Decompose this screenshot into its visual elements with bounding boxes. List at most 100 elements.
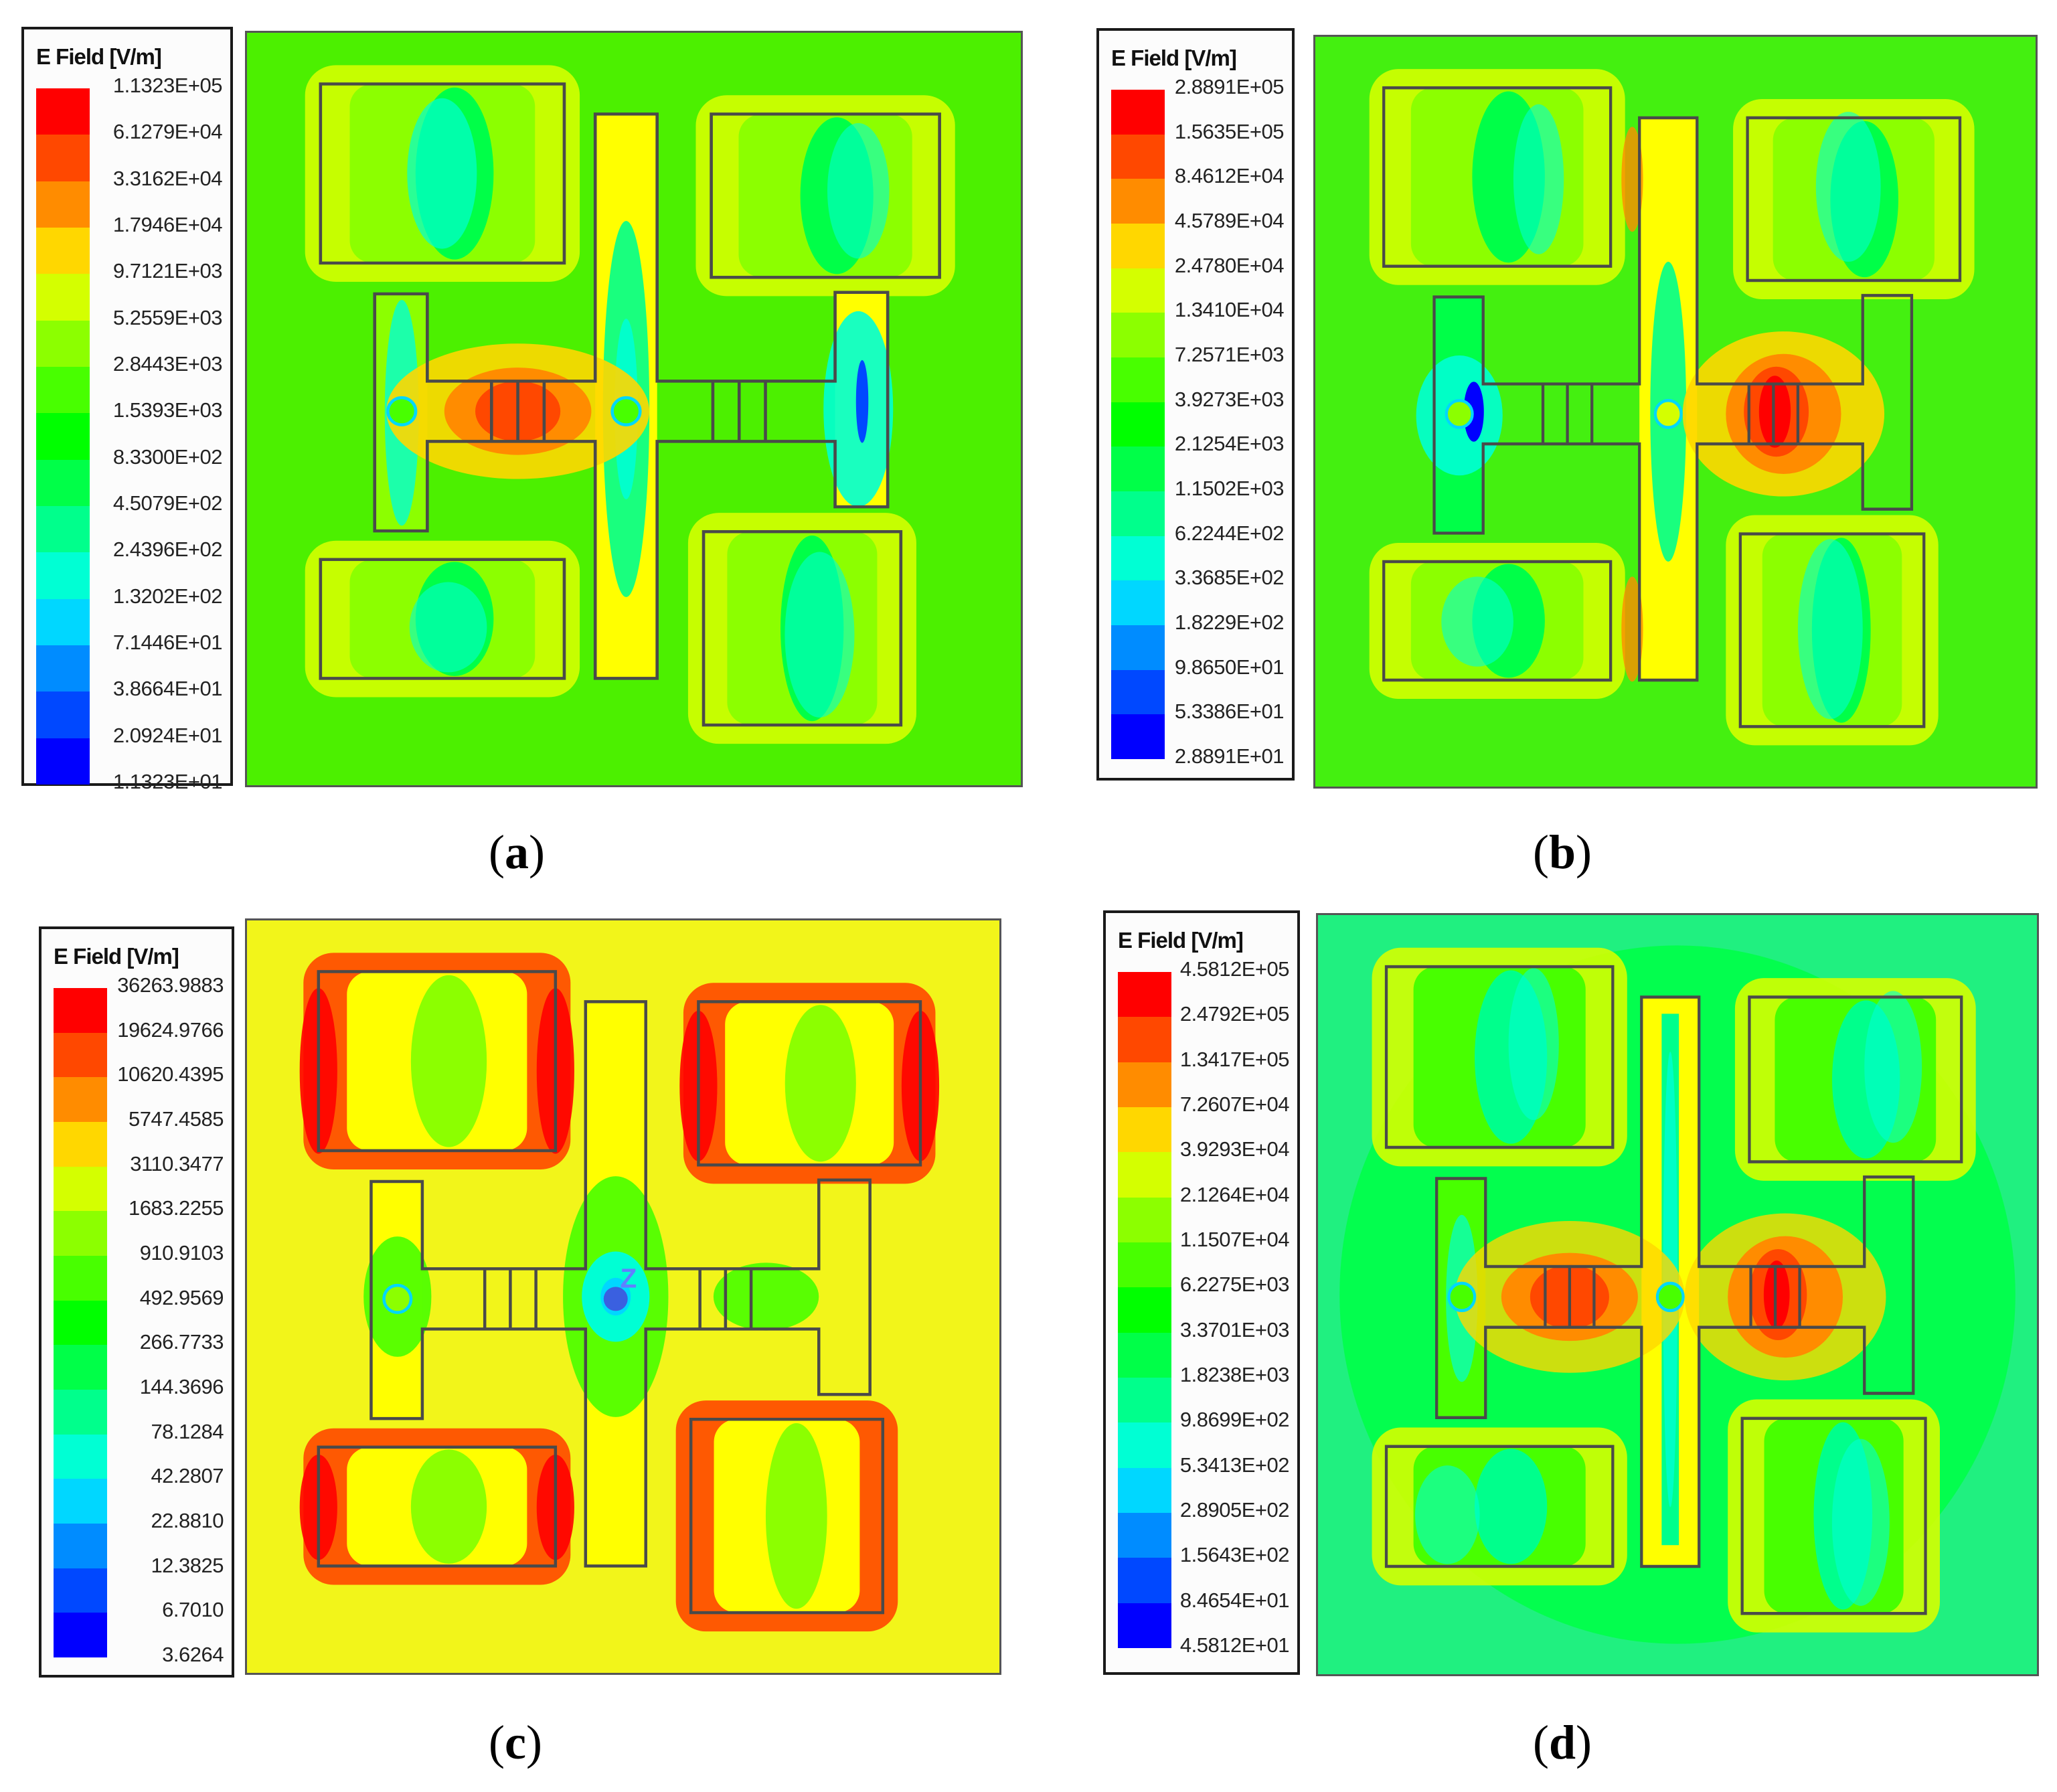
colorbar-swatch <box>1118 1512 1171 1558</box>
colorbar-swatch <box>1118 1017 1171 1062</box>
colorbar-swatch <box>1111 90 1165 135</box>
legend-tick-label: 9.8699E+02 <box>1179 1408 1290 1432</box>
legend-d: E Field [V/m] 4.5812E+05 2.4792E+05 1.3417… <box>1103 910 1300 1675</box>
colorbar-swatch <box>1111 402 1165 447</box>
legend-tick-label: 1.5635E+05 <box>1174 119 1285 143</box>
legend-tick-label: 2.8905E+02 <box>1179 1498 1290 1522</box>
colorbar-swatch <box>1111 179 1165 224</box>
colorbar-swatch <box>1111 268 1165 313</box>
legend-tick-label: 144.3696 <box>139 1375 224 1398</box>
field-plot-b <box>1313 35 2038 789</box>
legend-tick-label: 492.9569 <box>139 1285 224 1309</box>
colorbar-swatch <box>54 1255 107 1301</box>
legend-tick-label: 5.3413E+02 <box>1179 1453 1290 1477</box>
colorbar <box>54 988 107 1657</box>
colorbar-swatch <box>36 413 90 460</box>
colorbar-swatch <box>1111 669 1165 715</box>
field-plot-a <box>245 31 1023 787</box>
legend-tick-label: 5.2559E+03 <box>112 305 223 329</box>
colorbar-swatch <box>54 1479 107 1524</box>
colorbar-swatch <box>54 1166 107 1212</box>
legend-tick-label: 1683.2255 <box>128 1196 224 1220</box>
colorbar-swatch <box>1118 1422 1171 1468</box>
legend-ticks: 2.8891E+05 1.5635E+05 8.4612E+04 4.5789E+04… <box>1150 31 1285 778</box>
field-map-b <box>1315 37 2036 787</box>
field-map-a <box>247 33 1021 785</box>
antenna-outline <box>319 82 941 727</box>
legend-tick-label: 19624.9766 <box>117 1017 224 1042</box>
legend-tick-label: 1.7946E+04 <box>112 213 223 236</box>
colorbar-swatch <box>54 1523 107 1568</box>
colorbar-swatch <box>54 1389 107 1435</box>
caption-b: (b) <box>1533 825 1592 879</box>
colorbar-swatch <box>36 88 90 135</box>
colorbar-swatch <box>1118 1152 1171 1198</box>
legend-tick-label: 8.4612E+04 <box>1174 164 1285 188</box>
colorbar-swatch <box>36 181 90 228</box>
antenna-outline <box>317 970 922 1615</box>
colorbar-swatch <box>36 691 90 738</box>
legend-tick-label: 6.7010 <box>162 1598 224 1622</box>
field-map-c: Z <box>247 920 999 1673</box>
antenna-outline <box>1384 965 1963 1615</box>
colorbar-swatch <box>36 738 90 785</box>
colorbar-swatch <box>1111 580 1165 625</box>
caption-a: (a) <box>489 825 545 879</box>
legend-b: E Field [V/m] 2.8891E+05 1.5635E+05 8.4612… <box>1096 28 1295 781</box>
legend-tick-label: 3110.3477 <box>130 1151 224 1175</box>
colorbar-swatch <box>54 1077 107 1122</box>
colorbar-swatch <box>36 598 90 645</box>
legend-tick-label: 2.8891E+01 <box>1174 744 1285 768</box>
colorbar-swatch <box>1118 1107 1171 1153</box>
legend-tick-label: 8.4654E+01 <box>1179 1588 1290 1612</box>
legend-tick-label: 2.4396E+02 <box>112 538 223 562</box>
colorbar-swatch <box>36 645 90 692</box>
colorbar-swatch <box>1111 714 1165 759</box>
legend-tick-label: 2.1264E+04 <box>1179 1182 1290 1206</box>
legend-tick-label: 266.7733 <box>139 1330 224 1354</box>
legend-tick-label: 3.3701E+03 <box>1179 1317 1290 1341</box>
colorbar-swatch <box>1118 1467 1171 1513</box>
colorbar-swatch <box>54 1121 107 1167</box>
legend-tick-label: 5747.4585 <box>128 1107 224 1131</box>
colorbar-swatch <box>1111 491 1165 536</box>
colorbar-swatch <box>54 1434 107 1479</box>
colorbar-swatch <box>36 274 90 321</box>
colorbar-swatch <box>36 227 90 274</box>
legend-title: E Field [V/m] <box>1111 46 1237 70</box>
legend-tick-label: 5.3386E+01 <box>1174 700 1285 724</box>
field-map-d <box>1318 915 2037 1674</box>
colorbar-swatch <box>54 1300 107 1346</box>
colorbar-swatch <box>54 1345 107 1390</box>
colorbar-swatch <box>1111 357 1165 402</box>
colorbar-swatch <box>54 1613 107 1657</box>
legend-tick-label: 4.5812E+05 <box>1179 957 1290 981</box>
colorbar-swatch <box>1111 446 1165 491</box>
colorbar-swatch <box>36 552 90 599</box>
colorbar-swatch <box>54 1211 107 1256</box>
colorbar-swatch <box>1118 1332 1171 1378</box>
legend-tick-label: 1.1323E+05 <box>112 74 223 97</box>
colorbar-swatch <box>1118 1558 1171 1603</box>
legend-title: E Field [V/m] <box>1118 928 1244 953</box>
colorbar-swatch <box>1111 625 1165 670</box>
legend-tick-label: 6.1279E+04 <box>112 120 223 144</box>
legend-tick-label: 1.3410E+04 <box>1174 298 1285 322</box>
legend-title: E Field [V/m] <box>36 44 162 69</box>
legend-tick-label: 910.9103 <box>139 1241 224 1265</box>
field-plot-d <box>1316 913 2039 1676</box>
legend-tick-label: 1.1323E+01 <box>112 770 223 793</box>
legend-tick-label: 8.3300E+02 <box>112 444 223 469</box>
legend-c: E Field [V/m] 36263.9883 19624.9766 10620.… <box>39 926 234 1678</box>
colorbar-swatch <box>54 1032 107 1078</box>
colorbar-swatch <box>36 366 90 414</box>
legend-tick-label: 6.2275E+03 <box>1179 1273 1290 1297</box>
legend-tick-label: 9.8650E+01 <box>1174 655 1285 679</box>
legend-tick-label: 3.3162E+04 <box>112 166 223 190</box>
colorbar-swatch <box>1111 536 1165 581</box>
legend-tick-label: 2.8443E+03 <box>112 352 223 376</box>
colorbar-swatch <box>1118 1603 1171 1648</box>
legend-tick-label: 2.0924E+01 <box>112 723 223 747</box>
colorbar <box>1111 90 1165 759</box>
colorbar-swatch <box>54 1568 107 1613</box>
